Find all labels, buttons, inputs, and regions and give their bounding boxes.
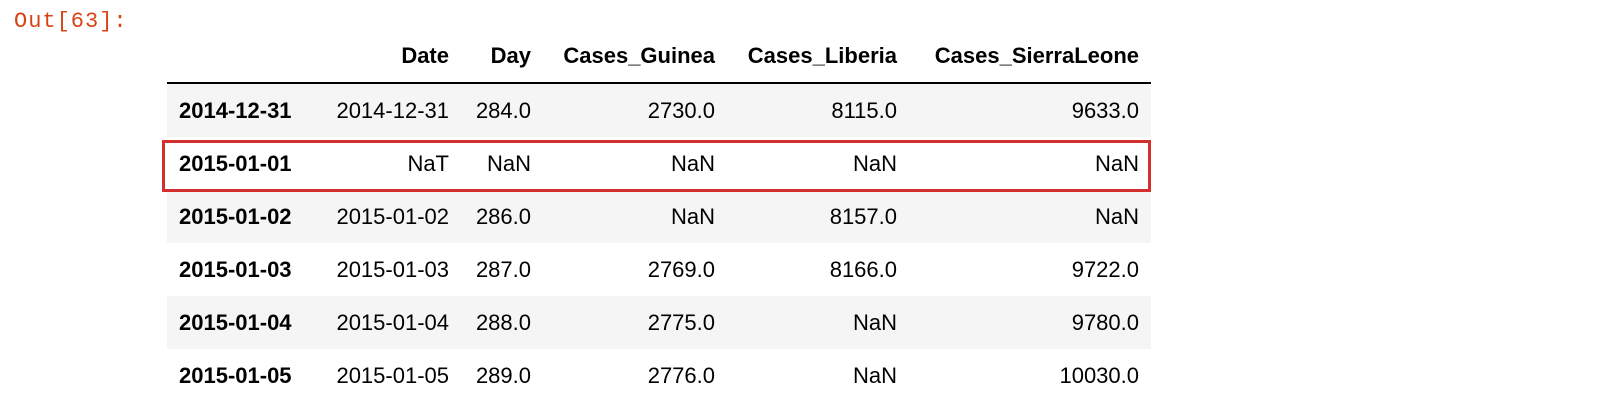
- output-prompt: Out[63]:: [14, 9, 128, 34]
- cell-cases-sierraleone: 10030.0: [1059, 362, 1139, 388]
- cell-date: 2015-01-03: [336, 256, 449, 282]
- cell-day: 284.0: [475, 97, 531, 123]
- row-index: 2015-01-05: [179, 362, 292, 388]
- cell-date: 2015-01-04: [336, 309, 449, 335]
- cell-cases-guinea: 2775.0: [647, 309, 715, 335]
- cell-cases-guinea: 2730.0: [647, 97, 715, 123]
- cell-cases-guinea: 2769.0: [647, 256, 715, 282]
- header-cases-sierraleone: Cases_SierraLeone: [909, 30, 1151, 84]
- table-row: 2015-01-04 2015-01-04 288.0 2775.0 NaN 9…: [167, 296, 1151, 349]
- cell-day: NaN: [486, 150, 531, 176]
- header-row: Date Day Cases_Guinea Cases_Liberia Case…: [167, 30, 1151, 84]
- row-index: 2014-12-31: [179, 97, 292, 123]
- header-cases-liberia: Cases_Liberia: [727, 30, 909, 84]
- cell-cases-guinea: NaN: [670, 150, 715, 176]
- cell-date: 2015-01-02: [336, 203, 449, 229]
- cell-cases-liberia: NaN: [852, 309, 897, 335]
- dataframe-table: Date Day Cases_Guinea Cases_Liberia Case…: [167, 30, 1151, 402]
- cell-cases-liberia: 8115.0: [831, 97, 897, 123]
- cell-cases-liberia: 8157.0: [829, 203, 897, 229]
- cell-day: 289.0: [475, 362, 531, 388]
- cell-cases-sierraleone: NaN: [1094, 203, 1139, 229]
- header-date: Date: [314, 30, 461, 84]
- cell-cases-sierraleone: 9633.0: [1071, 97, 1139, 123]
- cell-day: 288.0: [475, 309, 531, 335]
- row-index: 2015-01-03: [179, 256, 292, 282]
- cell-cases-liberia: NaN: [852, 150, 897, 176]
- table-row: 2015-01-05 2015-01-05 289.0 2776.0 NaN 1…: [167, 349, 1151, 402]
- header-day: Day: [461, 30, 543, 84]
- header-cases-guinea: Cases_Guinea: [543, 30, 727, 84]
- table-header: Date Day Cases_Guinea Cases_Liberia Case…: [167, 30, 1151, 84]
- cell-date: NaT: [407, 150, 449, 176]
- cell-cases-guinea: 2776.0: [647, 362, 715, 388]
- table-row: 2014-12-31 2014-12-31 284.0 2730.0 8115.…: [167, 83, 1151, 137]
- dataframe-output: Date Day Cases_Guinea Cases_Liberia Case…: [167, 30, 1151, 402]
- cell-day: 286.0: [475, 203, 531, 229]
- row-index: 2015-01-02: [179, 203, 292, 229]
- header-index-cell: [167, 30, 314, 84]
- cell-date: 2014-12-31: [336, 97, 449, 123]
- cell-date: 2015-01-05: [336, 362, 449, 388]
- cell-cases-liberia: 8166.0: [829, 256, 897, 282]
- cell-cases-sierraleone: 9722.0: [1071, 256, 1139, 282]
- cell-cases-sierraleone: NaN: [1094, 150, 1139, 176]
- cell-day: 287.0: [475, 256, 531, 282]
- table-row-highlighted: 2015-01-01 NaT NaN NaN NaN NaN: [167, 137, 1151, 190]
- table-row: 2015-01-03 2015-01-03 287.0 2769.0 8166.…: [167, 243, 1151, 296]
- table-body: 2014-12-31 2014-12-31 284.0 2730.0 8115.…: [167, 83, 1151, 402]
- cell-cases-sierraleone: 9780.0: [1071, 309, 1139, 335]
- table-row: 2015-01-02 2015-01-02 286.0 NaN 8157.0 N…: [167, 190, 1151, 243]
- row-index: 2015-01-01: [179, 150, 292, 176]
- cell-cases-guinea: NaN: [670, 203, 715, 229]
- cell-cases-liberia: NaN: [852, 362, 897, 388]
- row-index: 2015-01-04: [179, 309, 292, 335]
